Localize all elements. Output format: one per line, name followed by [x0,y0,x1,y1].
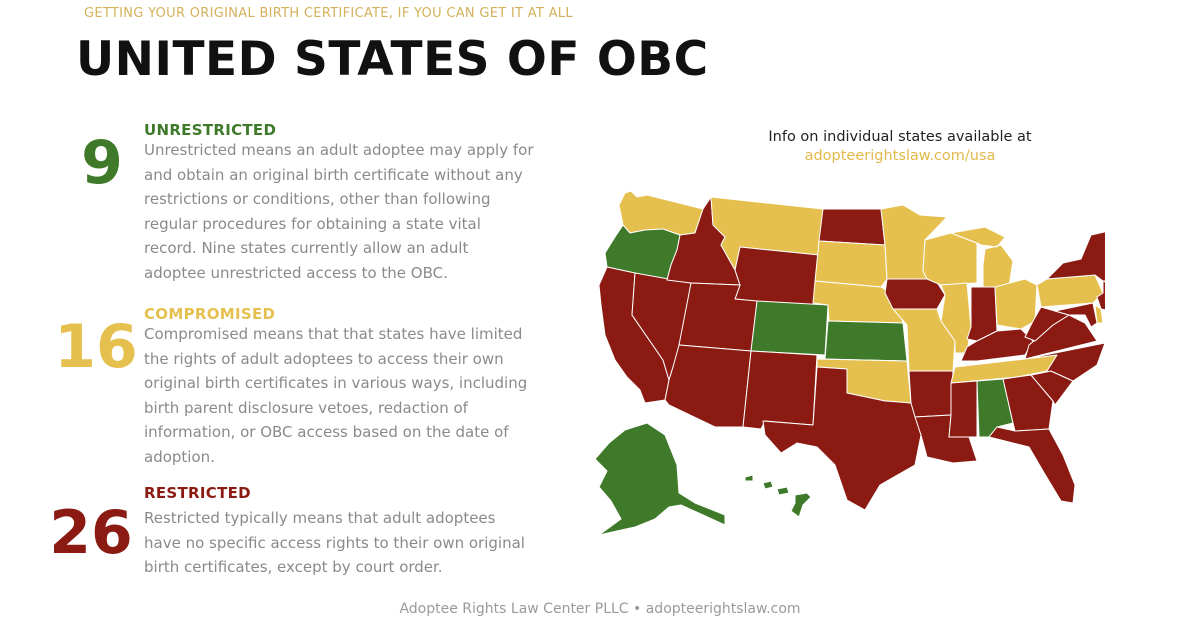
description-restricted: Restricted typically means that adult ad… [144,509,525,576]
state-WY[interactable] [734,246,820,308]
label-unrestricted: UNRESTRICTED [144,121,277,139]
state-ND[interactable] [818,208,886,246]
footer-text: Adoptee Rights Law Center PLLC • adoptee… [399,601,801,617]
state-WV[interactable] [1024,306,1070,342]
state-WA[interactable] [618,190,704,236]
us-map [594,190,1105,536]
info-text: Info on individual states available at [768,129,1032,145]
description-unrestricted: Unrestricted means an adult adoptee may … [144,141,534,282]
kicker-text: GETTING YOUR ORIGINAL BIRTH CERTIFICATE,… [84,6,573,21]
state-TX[interactable] [762,366,922,511]
state-MO[interactable] [892,308,956,372]
state-IA[interactable] [884,278,946,310]
state-AR[interactable] [908,370,954,418]
state-AK[interactable] [594,422,726,536]
state-NM[interactable] [742,350,818,430]
state-OH[interactable] [994,278,1038,330]
label-compromised: COMPROMISED [144,305,276,323]
info-block: Info on individual states available at a… [740,128,1060,166]
page-title: UNITED STATES OF OBC [76,32,709,87]
state-NC[interactable] [1024,342,1105,382]
state-KS[interactable] [824,320,908,362]
state-CO[interactable] [750,300,829,356]
count-restricted: 26 [49,498,133,568]
info-link[interactable]: adopteerightslaw.com/usa [804,148,996,164]
count-compromised: 16 [54,312,138,382]
state-PA[interactable] [1036,274,1104,308]
state-MS[interactable] [948,380,978,438]
state-WI[interactable] [922,232,978,286]
description-compromised: Compromised means that that states have … [144,325,528,466]
state-IL[interactable] [940,282,972,354]
state-MD[interactable] [1054,302,1098,328]
state-SD[interactable] [814,240,888,288]
count-unrestricted: 9 [81,128,123,198]
state-NY[interactable] [1046,231,1105,282]
state-HI[interactable] [744,474,812,518]
state-AZ[interactable] [664,344,752,428]
state-DE[interactable] [1094,304,1104,324]
state-KY[interactable] [960,328,1034,362]
label-restricted: RESTRICTED [144,484,251,502]
state-FL[interactable] [988,426,1076,504]
